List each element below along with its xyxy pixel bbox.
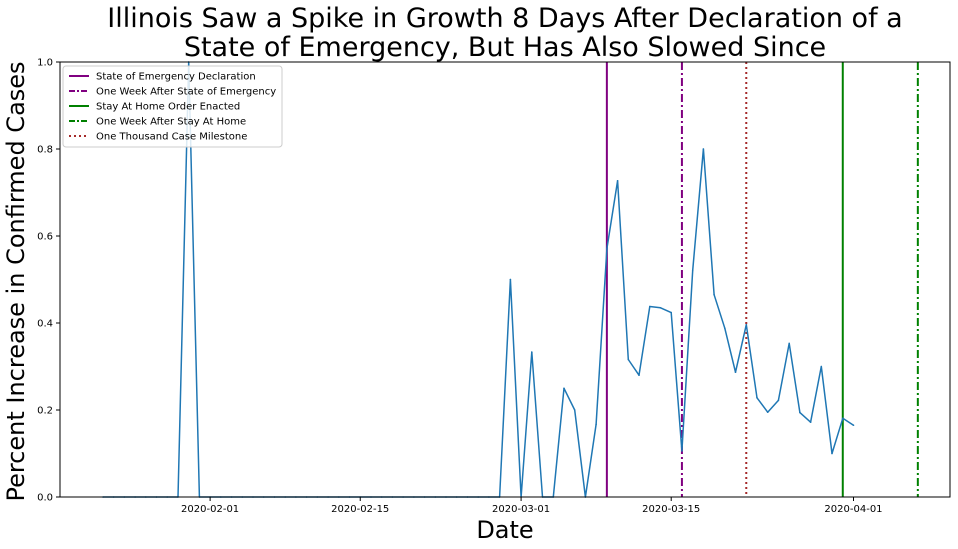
y-tick-label: 1.0	[37, 58, 53, 69]
plot-frame	[59, 61, 951, 498]
x-axis-ticks: 2020-02-01 2020-02-15 2020-03-01 2020-03-15…	[181, 497, 883, 515]
y-tick-label: 0.8	[37, 145, 53, 156]
data-point	[852, 424, 855, 427]
data-point	[809, 421, 812, 424]
legend: State of Emergency Declaration One Week A…	[62, 65, 283, 148]
y-tick-label: 0.2	[37, 406, 53, 417]
data-point	[702, 148, 705, 150]
y-tick-label: 0.0	[37, 493, 53, 504]
data-point	[734, 371, 737, 374]
data-point	[756, 397, 758, 399]
x-tick-label: 2020-03-15	[642, 504, 700, 515]
legend-entry: One Week After State of Emergency	[96, 87, 276, 98]
data-point	[713, 293, 715, 296]
data-point	[563, 387, 565, 390]
x-axis-title: Date	[476, 516, 533, 544]
y-tick-label: 0.4	[37, 319, 53, 330]
y-tick-label: 0.6	[37, 232, 53, 243]
legend-entry: One Week After Stay At Home	[96, 117, 246, 128]
data-point	[659, 307, 662, 309]
legend-entry: State of Emergency Declaration	[96, 72, 256, 83]
data-point	[788, 342, 790, 345]
data-point	[681, 450, 683, 452]
x-tick-label: 2020-03-01	[492, 504, 550, 515]
x-tick-label: 2020-04-01	[824, 504, 882, 515]
data-point	[724, 327, 726, 330]
y-axis-title: Percent Increase in Confirmed Cases	[2, 61, 30, 501]
chart-title: Illinois Saw a Spike in Growth 8 Days Af…	[60, 4, 950, 62]
y-axis-ticks: 0.0 0.2 0.4 0.6 0.8 1.0	[37, 58, 60, 504]
data-point	[831, 452, 833, 455]
legend-box	[62, 65, 283, 148]
data-point	[573, 409, 576, 411]
data-point	[627, 358, 630, 361]
data-point	[509, 278, 512, 281]
data-point	[670, 311, 672, 314]
data-point	[606, 247, 608, 250]
data-point	[799, 411, 801, 414]
event-lines	[605, 62, 919, 497]
legend-entry: One Thousand Case Milestone	[96, 132, 247, 143]
data-point	[616, 180, 619, 182]
data-point	[842, 417, 844, 420]
chart-title-line1: Illinois Saw a Spike in Growth 8 Days Af…	[107, 3, 903, 34]
data-point	[649, 305, 651, 308]
data-point	[691, 269, 694, 272]
legend-entry: Stay At Home Order Enacted	[96, 102, 240, 113]
data-point	[595, 423, 597, 426]
data-point	[531, 351, 533, 353]
x-tick-label: 2020-02-15	[331, 504, 389, 515]
chart-title-line2: State of Emergency, But Has Also Slowed …	[183, 32, 827, 63]
data-point	[777, 399, 780, 402]
data-point	[766, 411, 769, 414]
x-tick-label: 2020-02-01	[181, 504, 239, 515]
data-point	[745, 323, 748, 326]
data-point	[638, 374, 640, 377]
data-point	[820, 365, 823, 368]
